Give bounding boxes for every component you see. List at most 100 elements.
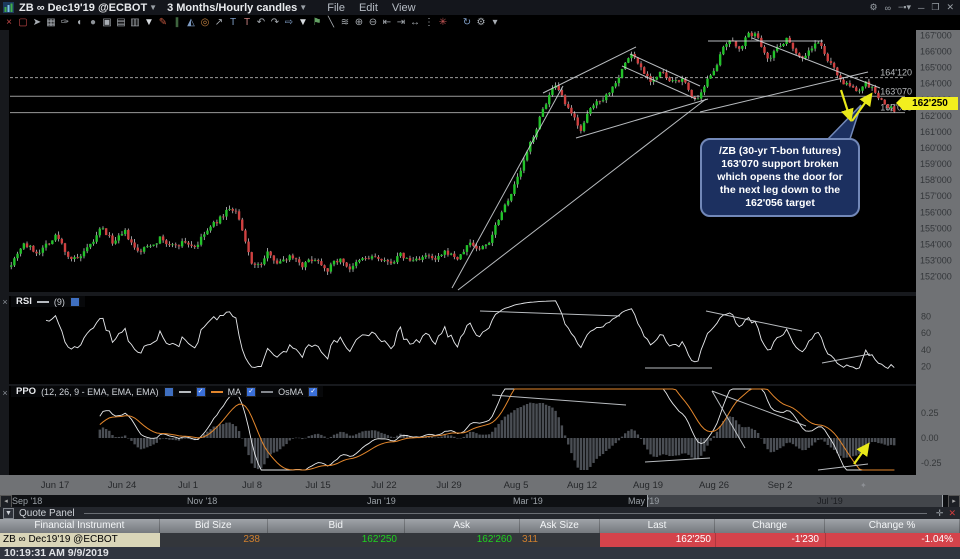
rsi-trendline[interactable] xyxy=(705,310,803,332)
ask-cell[interactable]: 162'260 xyxy=(405,533,520,547)
text-highlight-icon[interactable]: T xyxy=(243,17,251,28)
circle-tool-icon[interactable]: ● xyxy=(89,17,97,28)
period-caret-icon[interactable]: ▼ xyxy=(299,3,308,12)
arrow-annotation-icon[interactable]: ⇨ xyxy=(284,17,294,28)
rsi-trendline[interactable] xyxy=(821,353,871,364)
menu-file[interactable]: File xyxy=(327,1,345,14)
zoom-out-icon[interactable]: ⊖ xyxy=(368,17,378,28)
maximize-icon[interactable]: ❒ xyxy=(931,2,940,12)
menu-view[interactable]: View xyxy=(391,1,416,14)
settings-caret-icon[interactable]: ▾ xyxy=(492,17,498,28)
mountain-style-icon[interactable]: ◭ xyxy=(187,17,195,28)
timeline-scrollbar[interactable]: Sep '18 Nov '18 Jan '19 Mar '19 May '19 Jul '… xyxy=(0,495,960,508)
eraser-icon[interactable]: ◖ xyxy=(75,17,83,28)
pencil-draw-icon[interactable]: ✎ xyxy=(158,17,168,28)
status-bar: 10:19:31 AM 9/9/2019 xyxy=(0,547,960,559)
osma-checkbox[interactable]: ✓ xyxy=(308,386,319,397)
column-header[interactable]: Change % xyxy=(825,519,960,533)
symbol-caret-icon[interactable]: ▼ xyxy=(149,3,158,12)
ppo-trendline[interactable] xyxy=(644,457,711,463)
pin-icon[interactable]: −▪▾ xyxy=(898,2,911,12)
timeline-month-label: Jul '19 xyxy=(817,496,843,506)
column-header[interactable]: Bid xyxy=(268,519,405,533)
column-header[interactable]: Ask xyxy=(405,519,520,533)
favorite-icon[interactable]: ✳ xyxy=(438,17,448,28)
delete-drawing-icon[interactable]: × xyxy=(6,17,12,28)
price-axis-label: 159'000 xyxy=(920,159,952,169)
ppo-trendline[interactable] xyxy=(817,463,869,471)
quote-panel-close-icon[interactable]: ✕ xyxy=(948,507,956,518)
link-icon[interactable]: ∞ xyxy=(884,2,892,13)
gallery-icon[interactable]: ▤ xyxy=(116,17,126,28)
column-header[interactable]: Bid Size xyxy=(160,519,268,533)
ppo-arrow-drawing[interactable] xyxy=(853,442,870,465)
chart-canvas[interactable]: 164'120163'070162'065806040200.250.00-0.… xyxy=(0,30,960,495)
undo-icon[interactable]: ↶ xyxy=(256,17,266,28)
rsi-header: RSI (9) xyxy=(11,296,85,307)
quote-table-row[interactable]: ZB ∞ Dec19'19 @ECBOT 238 162'250 162'260… xyxy=(0,533,960,547)
text-note-icon[interactable]: T xyxy=(229,17,237,28)
close-icon[interactable]: ✕ xyxy=(946,2,954,12)
annotation-callout[interactable]: /ZB (30-yr T-bon futures) 163'070 suppor… xyxy=(700,138,860,217)
column-header[interactable]: Change xyxy=(715,519,826,533)
menu-edit[interactable]: Edit xyxy=(358,1,378,14)
price-axis-label: 164'000 xyxy=(920,79,952,89)
parallel-lines-icon[interactable]: ≋ xyxy=(340,17,350,28)
arrow-drawing[interactable] xyxy=(839,89,854,123)
zoom-in-icon[interactable]: ⊕ xyxy=(354,17,364,28)
snapshot-icon[interactable]: ▣ xyxy=(102,17,112,28)
period-title[interactable]: 3 Months/Hourly candles xyxy=(167,1,298,14)
redo-icon[interactable]: ↷ xyxy=(270,17,280,28)
ppo-trendline[interactable] xyxy=(711,390,807,427)
ppo-checkbox[interactable]: ✓ xyxy=(195,386,206,397)
quote-panel-collapse-icon[interactable]: ▼ xyxy=(3,507,14,519)
symbol-title[interactable]: ZB ∞ Dec19'19 @ECBOT xyxy=(19,1,148,14)
minimize-icon[interactable]: ─ xyxy=(917,2,925,13)
panels-icon[interactable]: ▥ xyxy=(130,17,140,28)
menu-bar: File Edit View xyxy=(327,2,415,14)
ask-size-cell: 311 xyxy=(520,533,600,547)
expand-left-icon[interactable]: ⇤ xyxy=(382,17,392,28)
gear-icon[interactable]: ⚙ xyxy=(869,2,878,12)
quote-table-header: Financial Instrument Bid Size Bid Ask Ask Si… xyxy=(0,519,960,533)
time-axis[interactable] xyxy=(0,475,960,495)
time-axis-label: Aug 5 xyxy=(504,480,529,491)
column-header[interactable]: Ask Size xyxy=(520,519,600,533)
ppo-trendline[interactable] xyxy=(711,390,746,449)
flag-icon[interactable]: ⚑ xyxy=(312,17,322,28)
filter-down-icon[interactable]: ▼ xyxy=(144,17,154,28)
ma-checkbox[interactable]: ✓ xyxy=(246,386,257,397)
quote-panel-dock-icon[interactable]: ✛ xyxy=(935,507,944,518)
column-header[interactable]: Financial Instrument xyxy=(0,519,160,533)
rsi-close-icon[interactable]: × xyxy=(2,297,8,307)
ppo-params: (12, 26, 9 - EMA, EMA, EMA) xyxy=(41,386,159,397)
target-crosshair-icon[interactable]: ◎ xyxy=(200,17,210,28)
column-header[interactable]: Last xyxy=(600,519,716,533)
trendline-icon[interactable]: ╲ xyxy=(327,17,335,28)
ppo-close-icon[interactable]: × xyxy=(2,388,8,398)
pointer-tool-icon[interactable]: ➤ xyxy=(32,17,42,28)
timeline-thumb[interactable] xyxy=(647,495,943,507)
price-axis-label: 160'000 xyxy=(920,143,952,153)
ppo-settings-icon[interactable] xyxy=(163,386,174,397)
rsi-trendline[interactable] xyxy=(479,310,621,317)
bid-cell[interactable]: 162'250 xyxy=(268,533,405,547)
stamp-tool-icon[interactable]: ✑ xyxy=(60,17,70,28)
fit-width-icon[interactable]: ↔ xyxy=(410,17,420,28)
filter2-down-icon[interactable]: ▼ xyxy=(298,17,308,28)
measure-icon[interactable]: ↗ xyxy=(214,17,224,28)
rsi-settings-icon[interactable] xyxy=(69,296,80,307)
arrow-drawing[interactable] xyxy=(851,92,873,122)
region-erase-icon[interactable]: ▢ xyxy=(18,17,28,28)
change-cell: -1'230 xyxy=(715,533,825,547)
ppo-trendline[interactable] xyxy=(491,394,627,406)
bars-style-icon[interactable]: ∥ xyxy=(174,17,180,28)
more-dots-icon[interactable]: ⋮ xyxy=(424,17,434,28)
grid-icon[interactable]: ▦ xyxy=(46,17,56,28)
timeline-month-label: Nov '18 xyxy=(187,496,218,506)
reload-icon[interactable]: ↻ xyxy=(462,17,472,28)
chart-settings-icon[interactable]: ⚙ xyxy=(476,17,486,28)
expand-right-icon[interactable]: ⇥ xyxy=(396,17,406,28)
instrument-cell[interactable]: ZB ∞ Dec19'19 @ECBOT xyxy=(0,533,160,547)
trendline-drawings[interactable] xyxy=(451,37,881,291)
